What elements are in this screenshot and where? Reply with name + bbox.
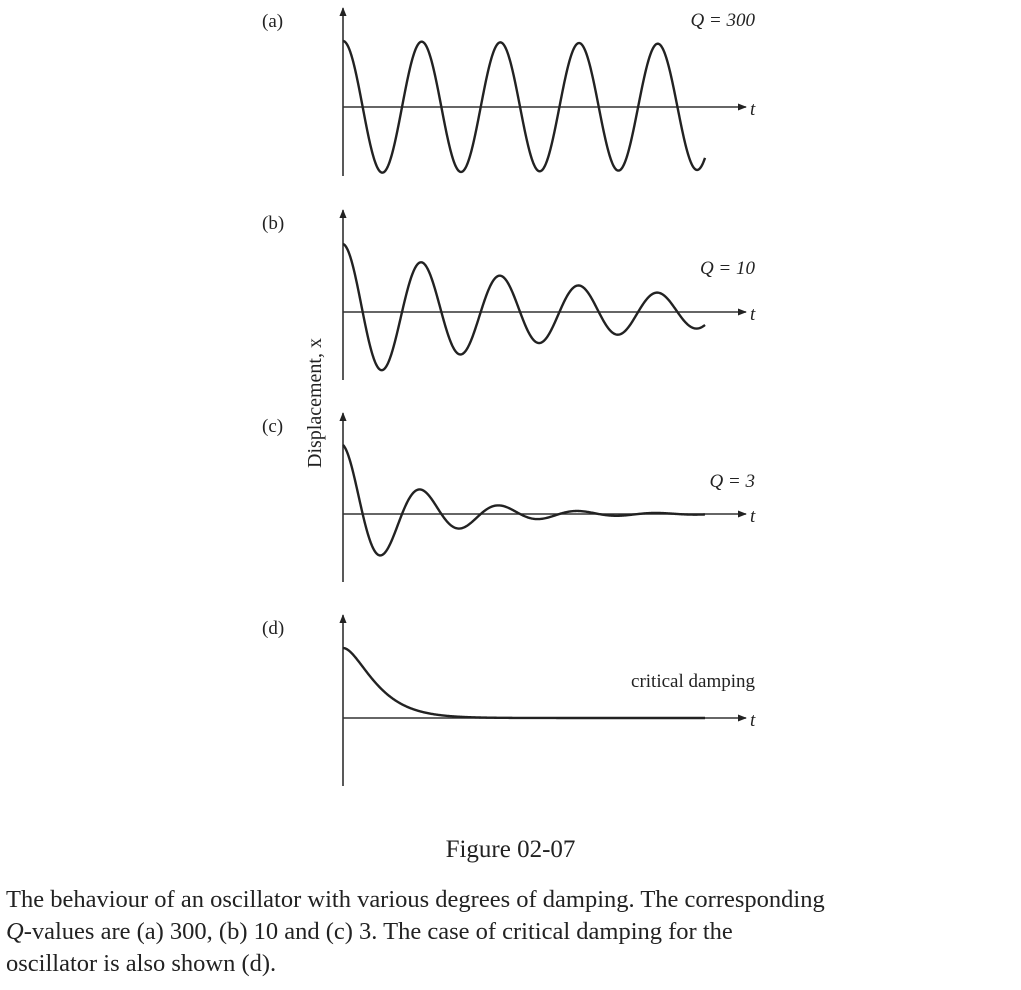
panel-c: (c) Q = 3 t <box>262 412 756 582</box>
panel-label: (a) <box>262 11 283 32</box>
figure-caption: The behaviour of an oscillator with vari… <box>6 884 1016 980</box>
curve-annotation: Q = 3 <box>709 471 755 492</box>
panel-label: (c) <box>262 416 283 437</box>
figure-title: Figure 02-07 <box>445 836 576 863</box>
x-axis-label: t <box>750 99 756 120</box>
response-curve <box>342 39 707 174</box>
y-axis-label: Displacement, x <box>304 338 326 468</box>
curve-annotation: Q = 300 <box>690 10 755 31</box>
panel-a: (a) Q = 300 t <box>262 7 756 176</box>
x-axis-label: t <box>750 304 756 325</box>
caption-line-2-text: -values are (a) 300, (b) 10 and (c) 3. T… <box>23 918 733 945</box>
response-curve <box>342 444 706 557</box>
caption-q-symbol: Q <box>6 918 24 945</box>
response-curve <box>342 242 706 372</box>
curve-annotation: Q = 10 <box>700 258 756 279</box>
panel-label: (b) <box>262 213 284 234</box>
curve-annotation: critical damping <box>631 671 755 692</box>
caption-line-1: The behaviour of an oscillator with vari… <box>6 886 825 913</box>
panel-label: (d) <box>262 618 284 639</box>
x-axis-label: t <box>750 710 756 731</box>
response-curve <box>342 646 706 720</box>
panel-b: (b) Q = 10 t <box>262 209 756 380</box>
x-axis-label: t <box>750 506 756 527</box>
caption-line-3: oscillator is also shown (d). <box>6 950 277 977</box>
panel-d: (d) critical damping t <box>262 614 756 786</box>
caption-line-2: Q-values are (a) 300, (b) 10 and (c) 3. … <box>6 916 1016 948</box>
